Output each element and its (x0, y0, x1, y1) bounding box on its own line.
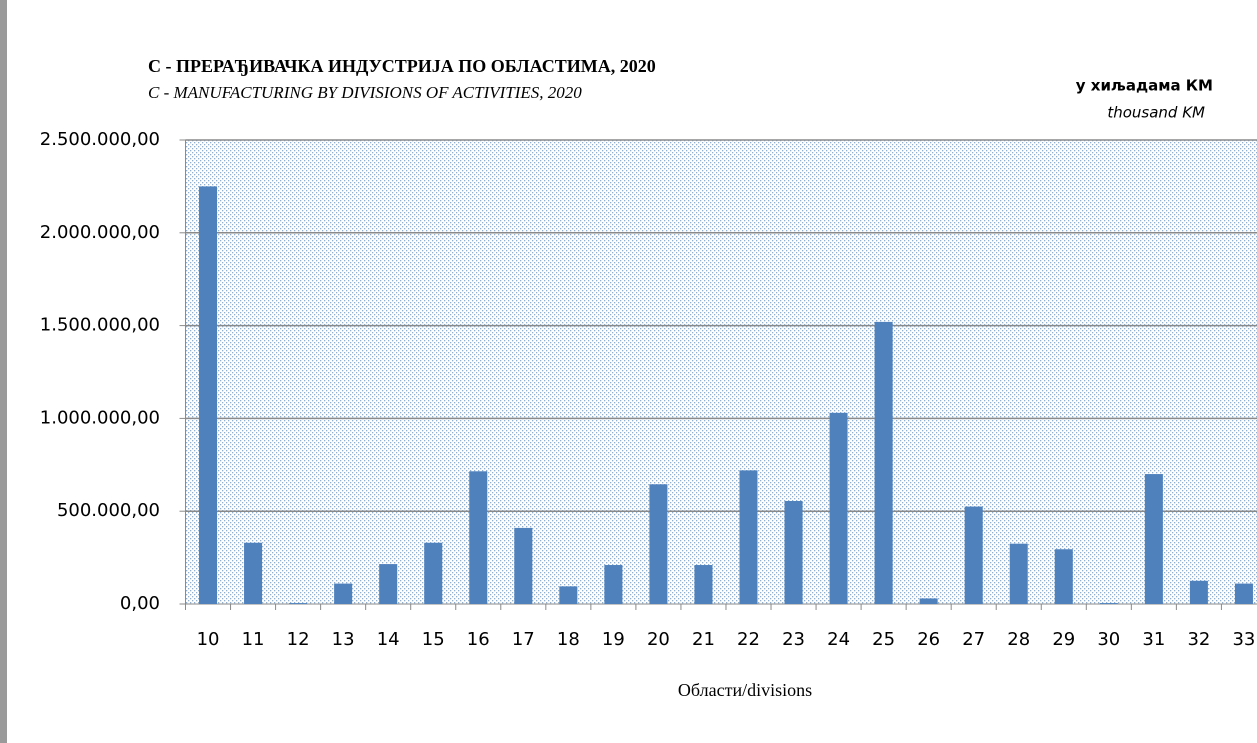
bar (649, 484, 668, 604)
bar (964, 506, 983, 604)
chart-title: C - ПРЕРАЂИВАЧКА ИНДУСТРИЈА ПО ОБЛАСТИМА… (148, 56, 656, 76)
x-tick-label: 27 (962, 629, 985, 650)
x-tick-label: 32 (1187, 629, 1210, 650)
bar (919, 598, 938, 604)
bar (559, 586, 578, 604)
bar (1054, 549, 1073, 604)
x-axis-label: Области/divisions (678, 680, 812, 700)
x-tick-label: 30 (1097, 629, 1120, 650)
bar (1234, 583, 1253, 604)
bar (1099, 603, 1118, 604)
y-tick-label: 2.000.000,00 (40, 222, 160, 243)
plot-area (185, 140, 1257, 604)
x-tick-label: 20 (647, 629, 670, 650)
bar (289, 603, 308, 604)
bar (199, 186, 218, 604)
bar (469, 471, 488, 604)
bar (874, 321, 893, 604)
y-tick-label: 500.000,00 (57, 500, 160, 521)
x-tick-label: 16 (467, 629, 490, 650)
y-tick-label: 1.500.000,00 (40, 315, 160, 336)
x-tick-label: 23 (782, 629, 805, 650)
bar (1144, 474, 1163, 604)
x-tick-label: 11 (242, 629, 265, 650)
y-tick-label: 1.000.000,00 (40, 407, 160, 428)
bar (784, 500, 803, 604)
x-tick-label: 13 (332, 629, 355, 650)
x-tick-label: 24 (827, 629, 850, 650)
bar (334, 583, 353, 604)
x-tick-label: 26 (917, 629, 940, 650)
x-tick-label: 18 (557, 629, 580, 650)
bar (829, 412, 848, 604)
unit-label-en: thousand KM (1107, 104, 1205, 122)
bar (694, 565, 713, 604)
bar (604, 565, 623, 604)
y-tick-label: 0,00 (120, 593, 160, 614)
bar (514, 527, 533, 604)
x-tick-label: 21 (692, 629, 715, 650)
x-tick-label: 29 (1052, 629, 1075, 650)
bar (244, 542, 263, 604)
bar (1009, 543, 1028, 604)
x-tick-label: 28 (1007, 629, 1030, 650)
x-tick-label: 33 (1232, 629, 1255, 650)
x-tick-label: 17 (512, 629, 535, 650)
x-tick-label: 14 (377, 629, 400, 650)
bar (379, 564, 398, 604)
x-tick-label: 31 (1142, 629, 1165, 650)
y-tick-label: 2.500.000,00 (40, 129, 160, 150)
x-tick-label: 19 (602, 629, 625, 650)
x-tick-label: 10 (197, 629, 220, 650)
bar (739, 470, 758, 604)
x-tick-label: 15 (422, 629, 445, 650)
unit-label: у хиљадама КМ (1076, 77, 1213, 95)
x-tick-label: 22 (737, 629, 760, 650)
bar (1189, 580, 1208, 604)
window-edge (0, 0, 7, 743)
x-tick-label: 25 (872, 629, 895, 650)
chart-subtitle: C - MANUFACTURING BY DIVISIONS OF ACTIVI… (148, 83, 582, 102)
x-tick-label: 12 (287, 629, 310, 650)
bar (424, 542, 443, 604)
